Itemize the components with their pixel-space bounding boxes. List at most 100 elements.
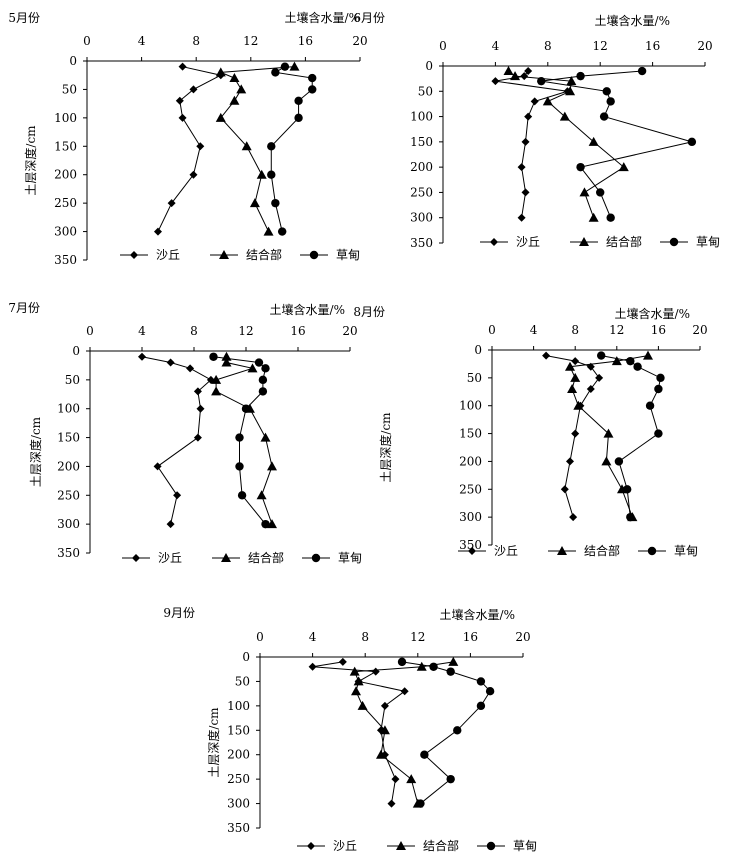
series-line bbox=[312, 661, 406, 804]
data-point bbox=[524, 67, 533, 76]
y-axis-label: 土层深度/cm bbox=[23, 125, 38, 196]
legend-label: 草甸 bbox=[338, 551, 362, 565]
legend-label: 草甸 bbox=[336, 248, 360, 262]
data-point bbox=[193, 433, 202, 442]
data-point bbox=[400, 687, 409, 696]
series-line bbox=[545, 355, 600, 518]
legend-label: 草甸 bbox=[696, 235, 720, 249]
data-point bbox=[654, 429, 663, 438]
series-1 bbox=[138, 352, 215, 529]
y-tick-label: 350 bbox=[410, 236, 433, 250]
data-point bbox=[601, 456, 612, 466]
y-tick-label: 200 bbox=[54, 168, 77, 182]
data-point bbox=[586, 385, 595, 393]
y-tick-label: 300 bbox=[57, 517, 80, 531]
series-1 bbox=[542, 351, 604, 522]
data-point bbox=[229, 95, 240, 105]
data-point bbox=[595, 373, 604, 382]
x-tick-label: 20 bbox=[342, 324, 357, 338]
data-point bbox=[254, 358, 264, 367]
data-point bbox=[280, 62, 290, 71]
data-point bbox=[687, 137, 697, 147]
y-tick-label: 0 bbox=[69, 54, 77, 68]
data-point bbox=[623, 485, 632, 494]
x-axis-label: 土壤含水量/% bbox=[270, 302, 345, 317]
panel-title: 8月份 bbox=[353, 305, 385, 319]
panel-title: 9月份 bbox=[163, 606, 195, 620]
legend-marker bbox=[647, 546, 657, 556]
data-point bbox=[597, 351, 606, 360]
data-point bbox=[215, 67, 226, 77]
legend-marker bbox=[468, 547, 476, 555]
data-point bbox=[260, 432, 271, 442]
y-tick-label: 50 bbox=[418, 84, 433, 98]
x-axis-label: 土壤含水量/% bbox=[440, 607, 515, 622]
data-point bbox=[267, 461, 277, 471]
legend-marker bbox=[307, 842, 315, 850]
series-1 bbox=[153, 62, 225, 236]
data-point bbox=[235, 433, 244, 442]
data-point bbox=[566, 457, 574, 466]
series-line bbox=[270, 66, 313, 232]
y-tick-label: 250 bbox=[459, 482, 482, 496]
data-point bbox=[138, 352, 146, 361]
data-point bbox=[517, 213, 526, 222]
y-tick-label: 0 bbox=[474, 343, 482, 357]
y-tick-label: 300 bbox=[410, 211, 433, 225]
y-tick-label: 100 bbox=[57, 402, 80, 416]
data-point bbox=[167, 199, 176, 208]
x-tick-label: 0 bbox=[439, 39, 447, 53]
x-tick-label: 16 bbox=[298, 34, 313, 48]
y-tick-label: 250 bbox=[57, 488, 80, 502]
y-tick-label: 150 bbox=[459, 427, 482, 441]
data-point bbox=[576, 162, 585, 172]
legend-label: 结合部 bbox=[606, 234, 642, 249]
data-point bbox=[247, 363, 258, 373]
legend: 沙丘 结合部 草甸 bbox=[480, 234, 720, 249]
data-point bbox=[236, 84, 247, 94]
series-2 bbox=[215, 61, 300, 236]
data-point bbox=[446, 667, 455, 676]
data-point bbox=[476, 701, 486, 711]
data-point bbox=[503, 66, 514, 76]
data-point bbox=[211, 386, 222, 396]
data-point bbox=[267, 519, 277, 529]
data-point bbox=[626, 512, 635, 522]
data-point bbox=[416, 661, 427, 671]
panel-title: 7月份 bbox=[8, 301, 40, 315]
data-point bbox=[175, 96, 184, 105]
x-tick-label: 12 bbox=[243, 34, 258, 48]
series-line bbox=[601, 355, 662, 518]
y-tick-label: 100 bbox=[227, 699, 250, 713]
legend-label: 沙丘 bbox=[158, 551, 182, 565]
y-tick-label: 0 bbox=[242, 650, 250, 664]
x-tick-label: 0 bbox=[86, 324, 94, 338]
data-point bbox=[524, 112, 533, 121]
y-tick-label: 100 bbox=[54, 111, 77, 125]
legend-marker bbox=[130, 251, 138, 259]
series-3 bbox=[209, 352, 270, 529]
panel-3: 7月份 土壤含水量/%土层深度/cm0 4 8 12 16 2005010015020025… bbox=[8, 301, 362, 565]
data-point bbox=[520, 72, 529, 81]
x-tick-label: 16 bbox=[290, 324, 305, 338]
data-point bbox=[294, 113, 303, 123]
legend-marker bbox=[132, 554, 140, 562]
data-point bbox=[353, 676, 364, 686]
legend-label: 沙丘 bbox=[333, 839, 357, 853]
legend: 沙丘 结合部 草甸 bbox=[297, 838, 537, 853]
data-point bbox=[215, 112, 226, 122]
x-tick-label: 12 bbox=[609, 323, 624, 337]
y-tick-label: 250 bbox=[227, 772, 250, 786]
data-point bbox=[637, 66, 647, 76]
legend-marker bbox=[490, 238, 498, 246]
data-point bbox=[599, 112, 609, 121]
data-point bbox=[542, 96, 553, 106]
series-2 bbox=[211, 351, 277, 529]
y-tick-label: 150 bbox=[410, 135, 433, 149]
x-tick-label: 0 bbox=[83, 34, 91, 48]
data-point bbox=[517, 163, 526, 172]
x-tick-label: 12 bbox=[238, 324, 253, 338]
y-tick-label: 300 bbox=[54, 225, 77, 239]
series-2 bbox=[349, 656, 459, 808]
data-point bbox=[193, 387, 202, 396]
